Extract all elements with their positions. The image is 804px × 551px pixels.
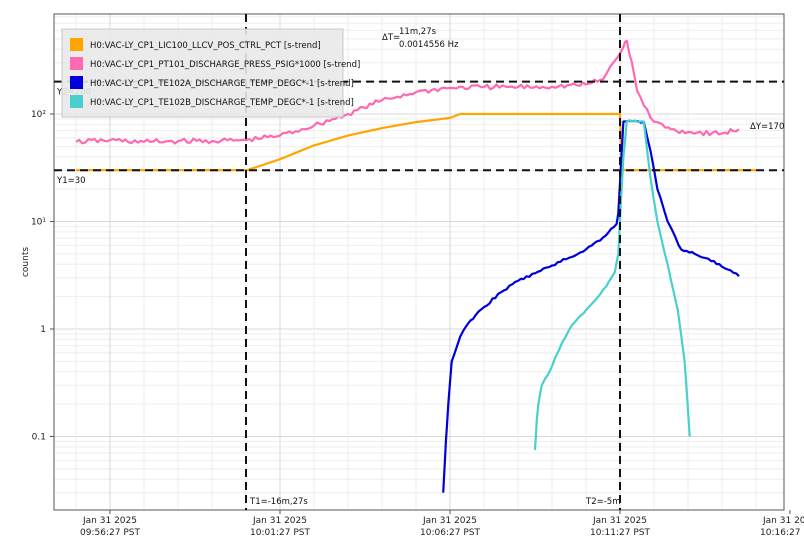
series-lines	[75, 39, 756, 493]
legend-entry-2[interactable]: H0:VAC-LY_CP1_PT101_DISCHARGE_PRESS_PSIG…	[90, 60, 360, 70]
x-cursor-label-2: T2=-5m	[585, 497, 620, 507]
grid-lines	[54, 14, 784, 510]
legend-swatch-1	[70, 38, 83, 51]
y-tick-label: 1	[40, 325, 46, 335]
x-cursor-label-1: T1=-16m,27s	[249, 497, 308, 507]
x-tick-label-time: 10:06:27 PST	[420, 528, 480, 538]
y-axis-label: counts	[21, 247, 31, 277]
x-tick-label-date: Jan 31 2025	[762, 516, 804, 526]
series-line-2	[75, 39, 740, 145]
x-tick-label-date: Jan 31 2025	[82, 516, 137, 526]
legend-entry-1[interactable]: H0:VAC-LY_CP1_LIC100_LLCV_POS_CTRL_PCT […	[90, 41, 321, 51]
x-tick-label-time: 10:16:27 PST	[760, 528, 804, 538]
legend-swatch-3	[70, 76, 83, 89]
delta-t-value: 11m,27s	[399, 27, 437, 37]
y-tick-label: 10²	[31, 110, 46, 120]
legend-swatch-2	[70, 57, 83, 70]
legend[interactable]: H0:VAC-LY_CP1_LIC100_LLCV_POS_CTRL_PCT […	[61, 28, 360, 118]
y-cursor-label-2: Y1=30	[56, 176, 86, 186]
delta-y-label: ΔY=170	[750, 122, 784, 132]
x-tick-label-time: 10:01:27 PST	[250, 528, 310, 538]
x-tick-label-time: 10:11:27 PST	[590, 528, 650, 538]
y-tick-label: 10¹	[31, 218, 46, 228]
legend-box	[61, 28, 344, 118]
legend-swatch-4	[70, 95, 83, 108]
y-tick-label: 0.1	[32, 433, 46, 443]
x-tick-label-date: Jan 31 2025	[252, 516, 307, 526]
delta-t-prefix: ΔT=	[382, 33, 400, 43]
x-tick-label-time: 09:56:27 PST	[80, 528, 140, 538]
delta-t-frequency: 0.0014556 Hz	[399, 40, 459, 50]
legend-entry-3[interactable]: H0:VAC-LY_CP1_TE102A_DISCHARGE_TEMP_DEGC…	[90, 79, 354, 89]
x-tick-label-date: Jan 31 2025	[422, 516, 477, 526]
legend-entry-4[interactable]: H0:VAC-LY_CP1_TE102B_DISCHARGE_TEMP_DEGC…	[90, 98, 354, 108]
x-tick-label-date: Jan 31 2025	[592, 516, 647, 526]
axes: 0.1 1 10¹ 10² Jan 31 2025 09:56:27 PST Jan 31 …	[31, 110, 804, 538]
plot-frame	[53, 13, 785, 511]
series-line-4	[533, 119, 691, 450]
series-line-3	[442, 119, 740, 493]
series-line-1	[76, 112, 756, 172]
